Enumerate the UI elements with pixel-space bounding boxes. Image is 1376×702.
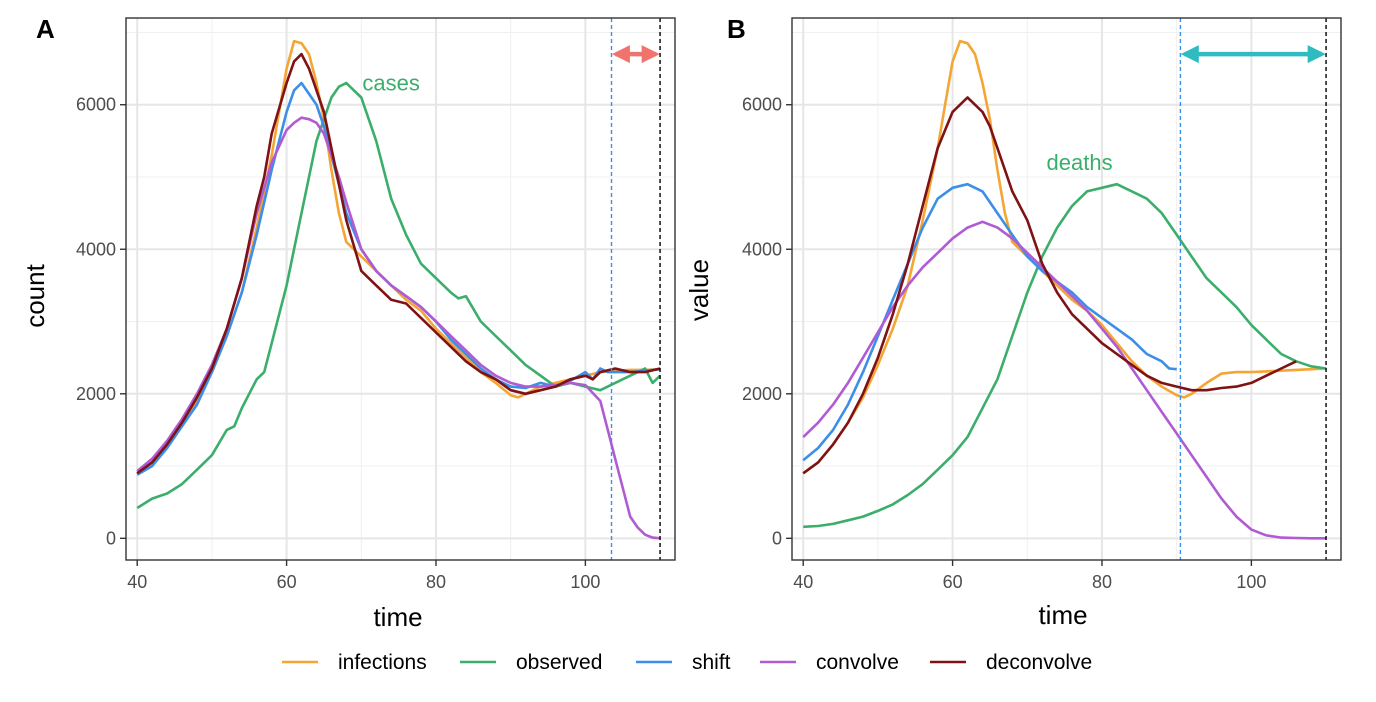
x-tick-label-a: 100 (570, 572, 600, 592)
panel-border-b (791, 17, 1342, 561)
series-line-convolve-b (802, 220, 1327, 540)
y-tick-label-a: 0 (106, 528, 116, 548)
x-tick-label-a: 40 (127, 572, 147, 592)
y-tick-label-b: 2000 (742, 384, 782, 404)
x-tick-label-b: 100 (1236, 572, 1266, 592)
y-tick-label-a: 4000 (76, 239, 116, 259)
series-annotation-a: cases (362, 70, 419, 95)
series-line-deconvolve-a (136, 52, 661, 475)
x-tick-label-a: 80 (426, 572, 446, 592)
y-tick-label-a: 2000 (76, 384, 116, 404)
panel-tag-a: A (36, 14, 55, 44)
legend-label-infections: infections (338, 651, 427, 674)
panel-b: B value time deaths 40 60 80 100 0 2000 4000 600… (684, 14, 1342, 630)
y-tick-label-b: 0 (772, 528, 782, 548)
series-line-observed-b (803, 182, 1327, 529)
x-tick-label-b: 40 (793, 572, 813, 592)
panel-a: A count time cases 40 60 80 100 0 2000 4000 6000 (20, 14, 676, 632)
series-line-deconvolve-b (802, 96, 1297, 475)
x-axis-title-a: time (373, 602, 422, 632)
series-line-shift-b (802, 182, 1177, 462)
legend: infections observed shift convolve deconvolv… (282, 651, 1092, 674)
legend-label-deconvolve: deconvolve (986, 651, 1092, 674)
legend-label-observed: observed (516, 651, 602, 674)
series-annotation-b: deaths (1047, 150, 1113, 175)
y-tick-label-a: 6000 (76, 95, 116, 115)
legend-label-convolve: convolve (816, 651, 899, 674)
x-tick-label-a: 60 (277, 572, 297, 592)
panel-border-a (125, 17, 676, 561)
plot-background-a (126, 18, 675, 560)
y-axis-title-a: count (20, 263, 50, 327)
y-axis-title-b: value (684, 259, 714, 321)
legend-label-shift: shift (692, 651, 731, 674)
y-tick-label-b: 4000 (742, 239, 782, 259)
x-tick-label-b: 80 (1092, 572, 1112, 592)
x-axis-title-b: time (1038, 600, 1087, 630)
x-tick-label-b: 60 (943, 572, 963, 592)
y-tick-label-b: 6000 (742, 95, 782, 115)
panel-tag-b: B (727, 14, 746, 44)
